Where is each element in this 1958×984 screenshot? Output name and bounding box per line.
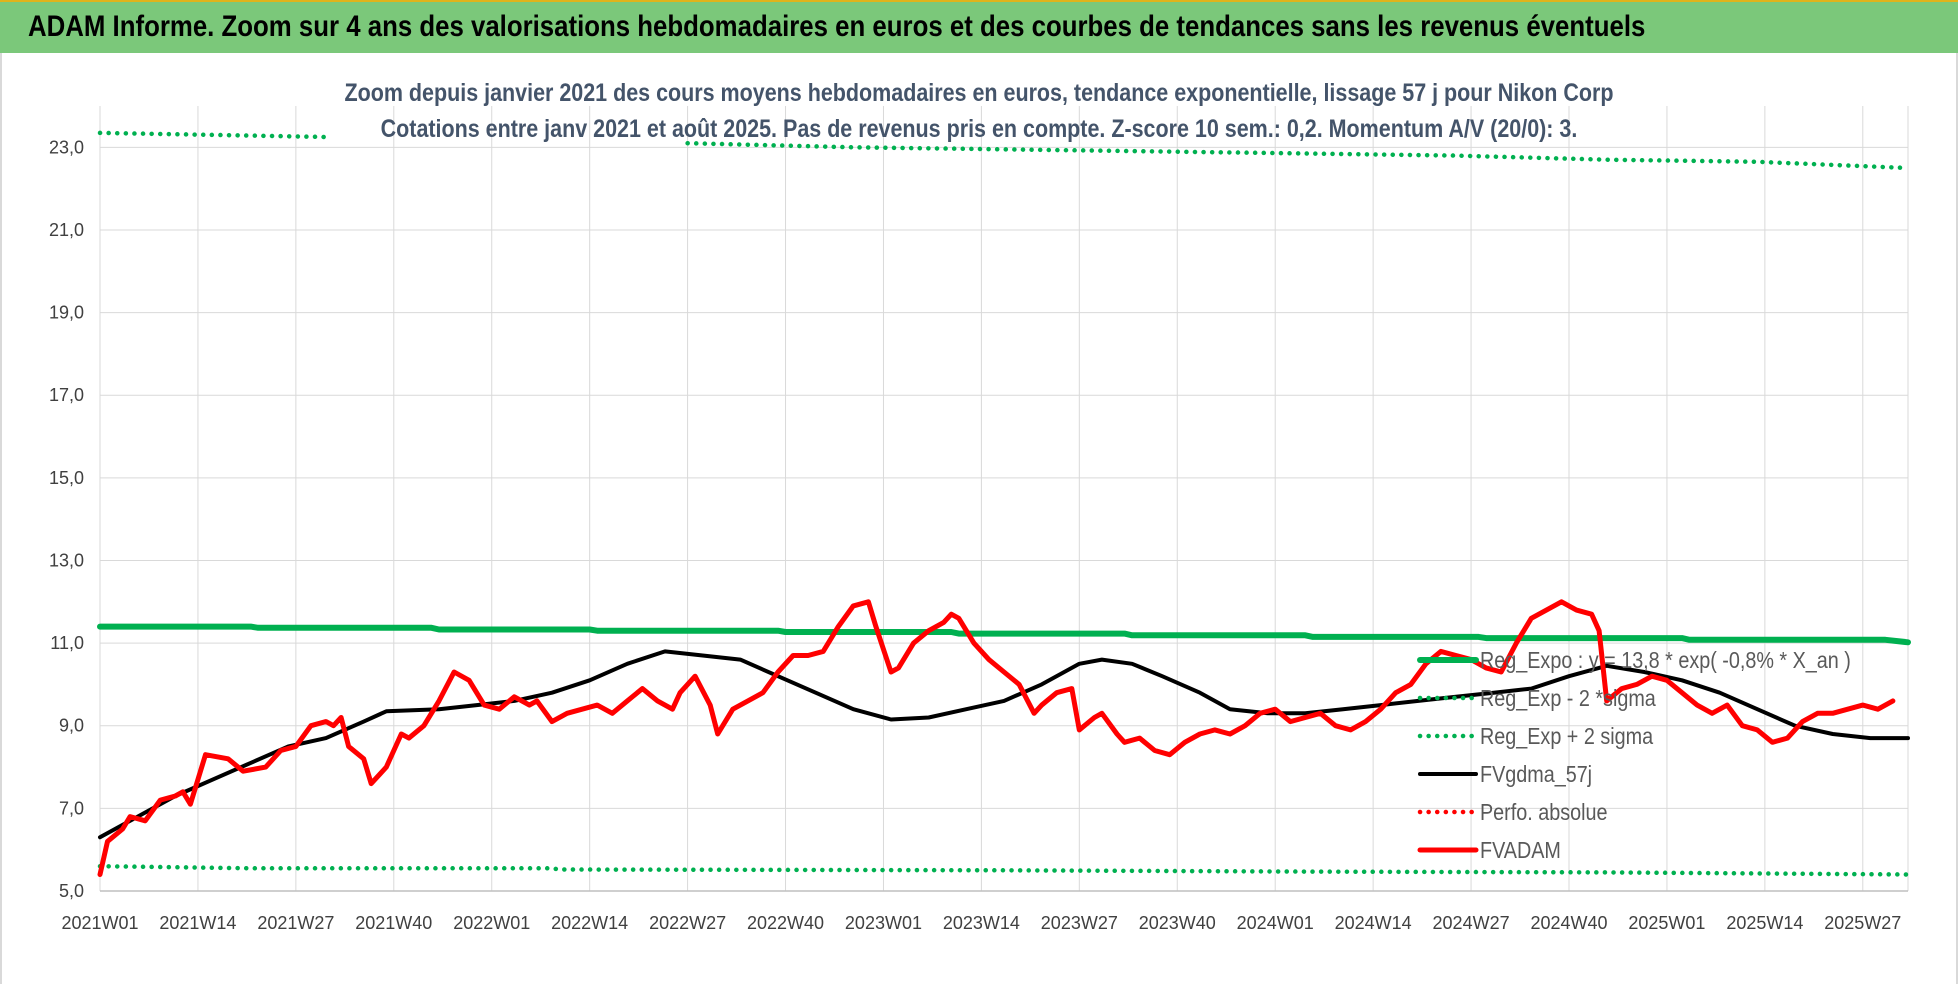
series-line-reg-expo-y-13-8-exp-0-8-x-an <box>97 623 1911 646</box>
y-tick-label: 15,0 <box>49 468 84 488</box>
series-line-reg-exp-2-sigma <box>97 130 1911 171</box>
series-line-fvadam <box>97 599 1896 877</box>
y-tick-label: 21,0 <box>49 220 84 240</box>
chart-frame: 5,0 7,0 9,0 11,0 13,0 15,0 17,0 19,0 21,0 23,0 202… <box>0 53 1958 984</box>
legend-label: Reg_Exp - 2 *sigma <box>1480 686 1656 712</box>
x-tick-label: 2021W40 <box>355 913 432 933</box>
series-lines <box>97 130 1911 877</box>
x-tick-label: 2022W40 <box>747 913 824 933</box>
x-tick-label: 2023W14 <box>943 913 1020 933</box>
y-tick-label: 19,0 <box>49 303 84 323</box>
x-tick-label: 2021W27 <box>257 913 334 933</box>
chart-subtitle: Cotations entre janv 2021 et août 2025. … <box>381 114 1578 142</box>
legend-label: Perfo. absolue <box>1480 800 1607 826</box>
x-tick-label: 2025W14 <box>1726 913 1803 933</box>
x-tick-label: 2023W40 <box>1139 913 1216 933</box>
chart-title: Zoom depuis janvier 2021 des cours moyen… <box>344 78 1613 106</box>
x-tick-label: 2024W14 <box>1335 913 1412 933</box>
x-tick-label: 2023W01 <box>845 913 922 933</box>
x-tick-label: 2023W27 <box>1041 913 1118 933</box>
y-tick-label: 5,0 <box>59 881 84 901</box>
legend-label: Reg_Expo : y = 13,8 * exp( -0,8% * X_an … <box>1480 648 1851 674</box>
y-tick-label: 11,0 <box>50 633 84 653</box>
x-tick-label: 2025W27 <box>1824 913 1901 933</box>
x-tick-label: 2021W01 <box>61 913 138 933</box>
x-tick-label: 2024W27 <box>1433 913 1510 933</box>
x-tick-label: 2021W14 <box>159 913 236 933</box>
y-tick-label: 7,0 <box>59 798 84 818</box>
axes: 5,0 7,0 9,0 11,0 13,0 15,0 17,0 19,0 21,0 23,0 202… <box>49 137 1908 933</box>
x-tick-label: 2022W01 <box>453 913 530 933</box>
legend-label: FVgdma_57j <box>1480 762 1592 788</box>
chart: 5,0 7,0 9,0 11,0 13,0 15,0 17,0 19,0 21,0 23,0 202… <box>2 53 1956 984</box>
y-tick-label: 9,0 <box>59 716 84 736</box>
y-tick-label: 17,0 <box>49 385 84 405</box>
x-tick-label: 2024W40 <box>1530 913 1607 933</box>
report-banner: ADAM Informe. Zoom sur 4 ans des valoris… <box>0 0 1958 53</box>
y-tick-label: 23,0 <box>49 137 84 157</box>
y-tick-label: 13,0 <box>49 550 84 570</box>
legend-label: Reg_Exp + 2 sigma <box>1480 724 1653 750</box>
x-tick-label: 2025W01 <box>1628 913 1705 933</box>
x-tick-label: 2022W14 <box>551 913 628 933</box>
legend-label: FVADAM <box>1480 838 1561 864</box>
chart-titles: Zoom depuis janvier 2021 des cours moyen… <box>344 78 1613 142</box>
grid <box>99 106 1909 892</box>
chart-background <box>2 53 1956 984</box>
banner-title: ADAM Informe. Zoom sur 4 ans des valoris… <box>28 10 1646 43</box>
legend: Reg_Expo : y = 13,8 * exp( -0,8% * X_an … <box>1417 648 1851 864</box>
x-tick-label: 2022W27 <box>649 913 726 933</box>
x-tick-label: 2024W01 <box>1237 913 1314 933</box>
